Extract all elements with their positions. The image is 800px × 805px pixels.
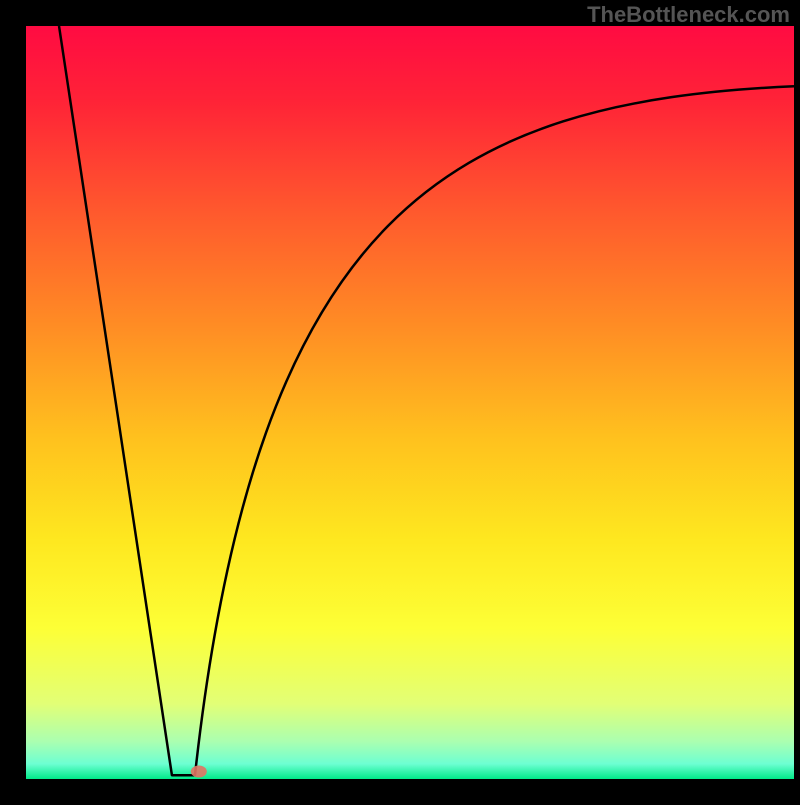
watermark-text: TheBottleneck.com bbox=[587, 2, 790, 28]
plot-area bbox=[26, 26, 794, 779]
optimal-point-marker bbox=[191, 765, 207, 777]
bottleneck-chart bbox=[0, 0, 800, 800]
